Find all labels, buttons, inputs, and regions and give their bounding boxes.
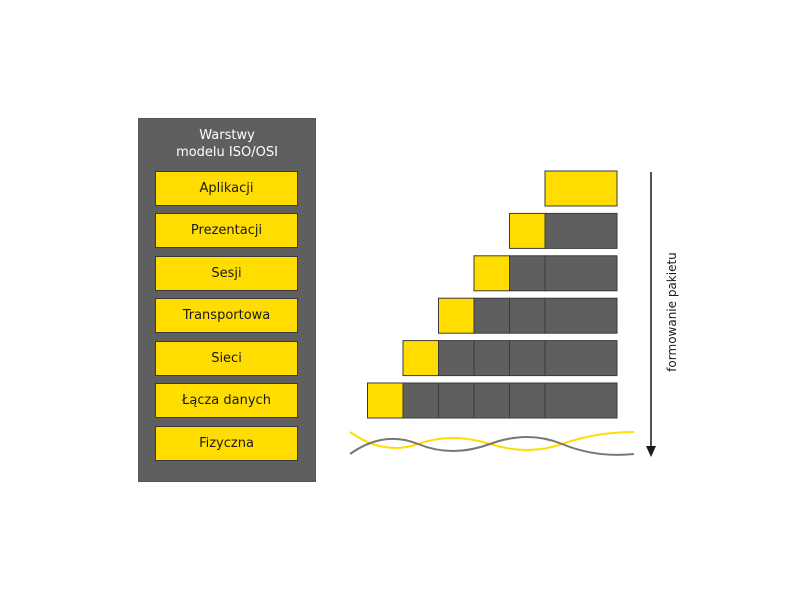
packet-4-header-1	[509, 340, 546, 377]
packet-2-header-1	[509, 255, 546, 292]
packet-4-header-2	[473, 340, 510, 377]
packet-3-data	[544, 297, 618, 334]
packet-5-header-new	[367, 382, 404, 419]
packet-3-header-1	[509, 297, 546, 334]
arrow-down-icon	[646, 446, 656, 457]
layer-network: Sieci	[155, 341, 298, 376]
packet-2-header-new	[473, 255, 510, 292]
packet-3-header-2	[473, 297, 510, 334]
packet-0-data	[544, 170, 618, 207]
packet-5-data	[544, 382, 618, 419]
panel-title-line1: Warstwy	[199, 128, 255, 143]
packet-5-header-1	[509, 382, 546, 419]
layer-application: Aplikacji	[155, 171, 298, 206]
packet-stack	[367, 170, 618, 419]
panel-title-line2: modelu ISO/OSI	[176, 145, 278, 160]
packet-4-data	[544, 340, 618, 377]
packet-5-header-4	[402, 382, 439, 419]
layer-session: Sesji	[155, 256, 298, 291]
packet-2-data	[544, 255, 618, 292]
layer-transport: Transportowa	[155, 298, 298, 333]
signal-wave-gray	[349, 436, 635, 456]
layer-presentation: Prezentacji	[155, 213, 298, 248]
signal-wave-yellow	[349, 431, 635, 451]
formation-arrow	[646, 172, 656, 457]
osi-layers-panel: Warstwy modelu ISO/OSI Aplikacji Prezent…	[138, 118, 316, 482]
physical-signal-waves	[349, 431, 635, 456]
packet-formation-label: formowanie pakietu	[665, 252, 679, 372]
layer-physical: Fizyczna	[155, 426, 298, 461]
layer-data-link: Łącza danych	[155, 383, 298, 418]
packet-5-header-3	[438, 382, 475, 419]
packet-4-header-new	[402, 340, 439, 377]
packet-5-header-2	[473, 382, 510, 419]
packet-1-header-new	[509, 212, 546, 249]
packet-1-data	[544, 212, 618, 249]
panel-title: Warstwy modelu ISO/OSI	[139, 127, 315, 161]
packet-3-header-new	[438, 297, 475, 334]
packet-4-header-3	[438, 340, 475, 377]
